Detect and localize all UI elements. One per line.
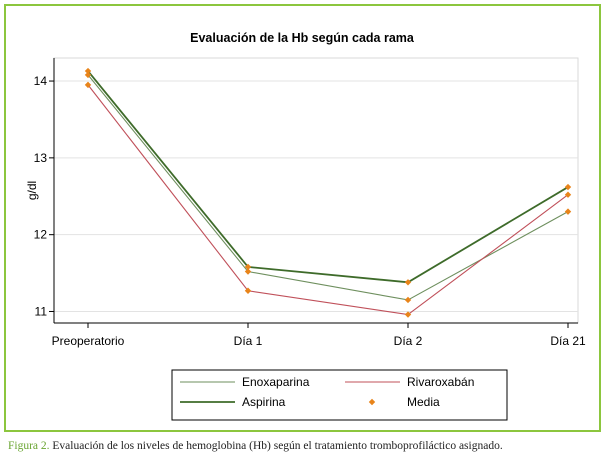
axes: 11 12 13 14 Preoperatorio Día 1 Día 2 Día 21 bbox=[34, 58, 586, 348]
series-lines bbox=[87, 70, 569, 316]
caption-text: Evaluación de los niveles de hemoglobina… bbox=[49, 440, 503, 452]
legend-swatch-3 bbox=[368, 398, 376, 406]
y-tick-label-13: 13 bbox=[34, 151, 48, 165]
legend-box bbox=[171, 369, 508, 421]
series-line-rivaroxabán bbox=[87, 84, 569, 316]
caption-figure-label: Figura 2. bbox=[8, 440, 50, 452]
mean-point-2-0 bbox=[404, 296, 412, 304]
y-tick-label-14: 14 bbox=[34, 74, 48, 88]
mean-point-0-2 bbox=[84, 67, 92, 75]
mean-point-2-1 bbox=[404, 311, 412, 318]
legend-label-0: Enoxaparina bbox=[242, 375, 310, 389]
legend-label-2: Aspirina bbox=[242, 395, 286, 409]
mean-point-1-2 bbox=[244, 263, 252, 271]
chart: Evaluación de la Hb según cada rama g/dl… bbox=[12, 12, 597, 428]
mean-point-1-1 bbox=[244, 287, 252, 294]
chart-title: Evaluación de la Hb según cada rama bbox=[190, 31, 415, 45]
mean-point-0-1 bbox=[84, 81, 92, 89]
plot-area bbox=[53, 57, 579, 324]
y-tick-label-11: 11 bbox=[35, 304, 48, 318]
x-tick-label-0: Preoperatorio bbox=[52, 334, 125, 348]
mean-points bbox=[84, 67, 572, 318]
mean-point-3-1 bbox=[564, 191, 572, 198]
x-tick-label-1: Día 1 bbox=[234, 334, 263, 348]
mean-point-3-0 bbox=[564, 208, 572, 215]
figure-caption: Figura 2. Evaluación de los niveles de h… bbox=[8, 440, 603, 452]
y-axis-label: g/dl bbox=[25, 181, 39, 200]
mean-point-3-2 bbox=[564, 183, 572, 191]
legend: Enoxaparina Rivaroxabán Aspirina Media bbox=[171, 369, 508, 421]
x-tick-label-2: Día 2 bbox=[394, 334, 423, 348]
y-tick-label-12: 12 bbox=[34, 228, 48, 242]
mean-point-1-0 bbox=[244, 268, 252, 275]
series-line-enoxaparina bbox=[87, 74, 569, 301]
x-tick-label-3: Día 21 bbox=[550, 334, 586, 348]
grid-lines bbox=[54, 80, 578, 312]
mean-point-0-0 bbox=[84, 71, 92, 79]
mean-point-2-2 bbox=[404, 279, 412, 286]
legend-label-1: Rivaroxabán bbox=[407, 375, 474, 389]
figure-frame: Evaluación de la Hb según cada rama g/dl… bbox=[4, 4, 601, 432]
series-line-aspirina bbox=[87, 70, 569, 284]
legend-label-3: Media bbox=[407, 395, 440, 409]
